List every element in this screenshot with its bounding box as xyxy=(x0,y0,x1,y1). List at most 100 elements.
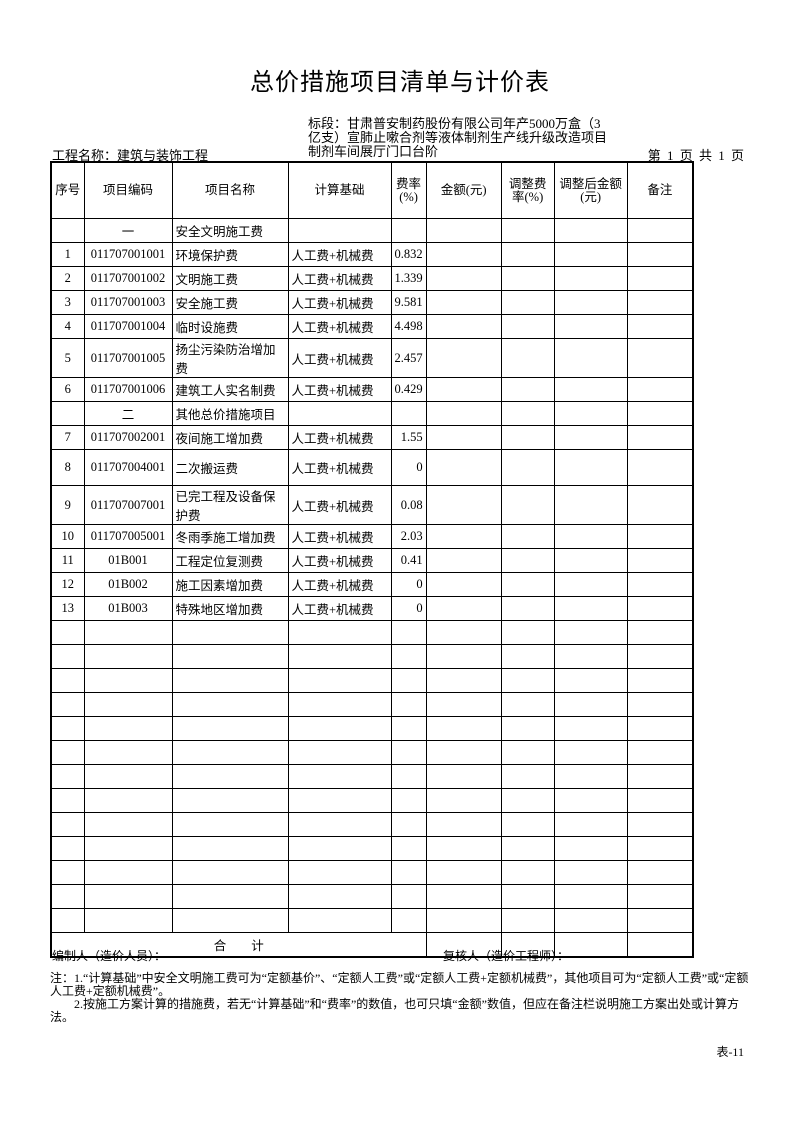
table-cell xyxy=(287,644,392,669)
table-cell: 01B001 xyxy=(83,548,173,573)
table-cell: 人工费+机械费 xyxy=(287,242,392,267)
table-cell xyxy=(553,740,628,765)
table-cell: 01B003 xyxy=(83,596,173,621)
table-cell xyxy=(425,449,502,486)
table-cell xyxy=(425,788,502,813)
table-cell xyxy=(83,884,173,909)
empty-row xyxy=(50,788,694,813)
table-cell xyxy=(287,884,392,909)
table-cell xyxy=(83,788,173,813)
table-cell: 冬雨季施工增加费 xyxy=(171,524,289,549)
table-cell xyxy=(83,668,173,693)
table-cell xyxy=(425,860,502,885)
table-row: 6 011707001006 建筑工人实名制费 人工费+机械费 0.429 xyxy=(50,377,694,402)
table-cell xyxy=(390,788,427,813)
table-cell xyxy=(83,740,173,765)
table-cell xyxy=(553,524,628,549)
table-cell xyxy=(171,668,289,693)
table-cell xyxy=(553,425,628,450)
table-cell xyxy=(50,218,85,243)
table-cell xyxy=(425,572,502,597)
table-cell xyxy=(500,932,555,958)
table-cell xyxy=(425,620,502,645)
table-row: 13 01B003 特殊地区增加费 人工费+机械费 0 xyxy=(50,596,694,621)
table-cell xyxy=(171,836,289,861)
table-row: 11 01B001 工程定位复测费 人工费+机械费 0.41 xyxy=(50,548,694,573)
empty-row xyxy=(50,812,694,837)
table-cell xyxy=(425,596,502,621)
table-cell xyxy=(553,485,628,525)
table-row: 1 011707001001 环境保护费 人工费+机械费 0.832 xyxy=(50,242,694,267)
table-cell xyxy=(626,449,694,486)
table-cell xyxy=(50,692,85,717)
table-cell xyxy=(171,764,289,789)
table-cell xyxy=(626,884,694,909)
table-row: 二其他总价措施项目 xyxy=(50,401,694,426)
table-cell xyxy=(626,764,694,789)
table-cell xyxy=(500,314,555,339)
table-cell xyxy=(287,740,392,765)
table-cell xyxy=(425,425,502,450)
column-header: 金额(元) xyxy=(425,161,502,219)
table-cell xyxy=(553,884,628,909)
table-cell xyxy=(83,812,173,837)
table-cell xyxy=(626,860,694,885)
table-cell xyxy=(553,788,628,813)
table-cell xyxy=(553,932,628,958)
table-cell xyxy=(287,668,392,693)
table-cell xyxy=(425,377,502,402)
table-cell xyxy=(390,218,427,243)
table-cell xyxy=(171,716,289,741)
table-cell: 6 xyxy=(50,377,85,402)
table-cell xyxy=(425,314,502,339)
table-cell xyxy=(553,572,628,597)
table-cell xyxy=(626,908,694,933)
table-row: 7 011707002001 夜间施工增加费 人工费+机械费 1.55 xyxy=(50,425,694,450)
table-cell xyxy=(425,908,502,933)
table-cell: 已完工程及设备保护费 xyxy=(171,485,289,525)
table-row: 2 011707001002 文明施工费 人工费+机械费 1.339 xyxy=(50,266,694,291)
table-cell xyxy=(287,860,392,885)
table-cell xyxy=(500,425,555,450)
table-cell xyxy=(553,377,628,402)
empty-row xyxy=(50,716,694,741)
table-cell xyxy=(500,596,555,621)
table-cell xyxy=(425,644,502,669)
table-cell xyxy=(390,812,427,837)
table-cell xyxy=(626,812,694,837)
pricing-table: 序号 项目编码 项目名称 计算基础 费率(%) 金额(元) 调整费率(%) 调整后金额(元) 备… xyxy=(50,161,695,958)
table-cell xyxy=(390,716,427,741)
table-cell xyxy=(626,788,694,813)
column-header: 备注 xyxy=(626,161,694,219)
table-cell: 011707002001 xyxy=(83,425,173,450)
table-cell xyxy=(390,401,427,426)
note-1: 注：1.“计算基础”中安全文明施工费可为“定额基价”、“定额人工费”或“定额人工… xyxy=(50,971,749,998)
table-cell xyxy=(553,812,628,837)
table-cell xyxy=(500,860,555,885)
table-cell: 8 xyxy=(50,449,85,486)
table-cell xyxy=(425,764,502,789)
table-cell xyxy=(83,620,173,645)
table-cell: 011707001004 xyxy=(83,314,173,339)
table-cell xyxy=(500,242,555,267)
table-cell: 临时设施费 xyxy=(171,314,289,339)
table-cell xyxy=(83,644,173,669)
table-cell: 011707001005 xyxy=(83,338,173,378)
table-cell xyxy=(425,290,502,315)
table-row: 5 011707001005 扬尘污染防治增加费 人工费+机械费 2.457 xyxy=(50,338,694,378)
table-cell xyxy=(500,572,555,597)
table-cell: 工程定位复测费 xyxy=(171,548,289,573)
empty-row xyxy=(50,644,694,669)
table-cell: 0 xyxy=(390,572,427,597)
column-header: 调整后金额(元) xyxy=(553,161,628,219)
table-cell xyxy=(425,716,502,741)
table-row: 8 011707004001 二次搬运费 人工费+机械费 0 xyxy=(50,449,694,486)
table-cell xyxy=(287,764,392,789)
table-cell: 人工费+机械费 xyxy=(287,338,392,378)
table-cell xyxy=(553,314,628,339)
table-cell: 1 xyxy=(50,242,85,267)
table-cell: 2 xyxy=(50,266,85,291)
table-cell: 11 xyxy=(50,548,85,573)
empty-row xyxy=(50,836,694,861)
table-cell xyxy=(500,788,555,813)
